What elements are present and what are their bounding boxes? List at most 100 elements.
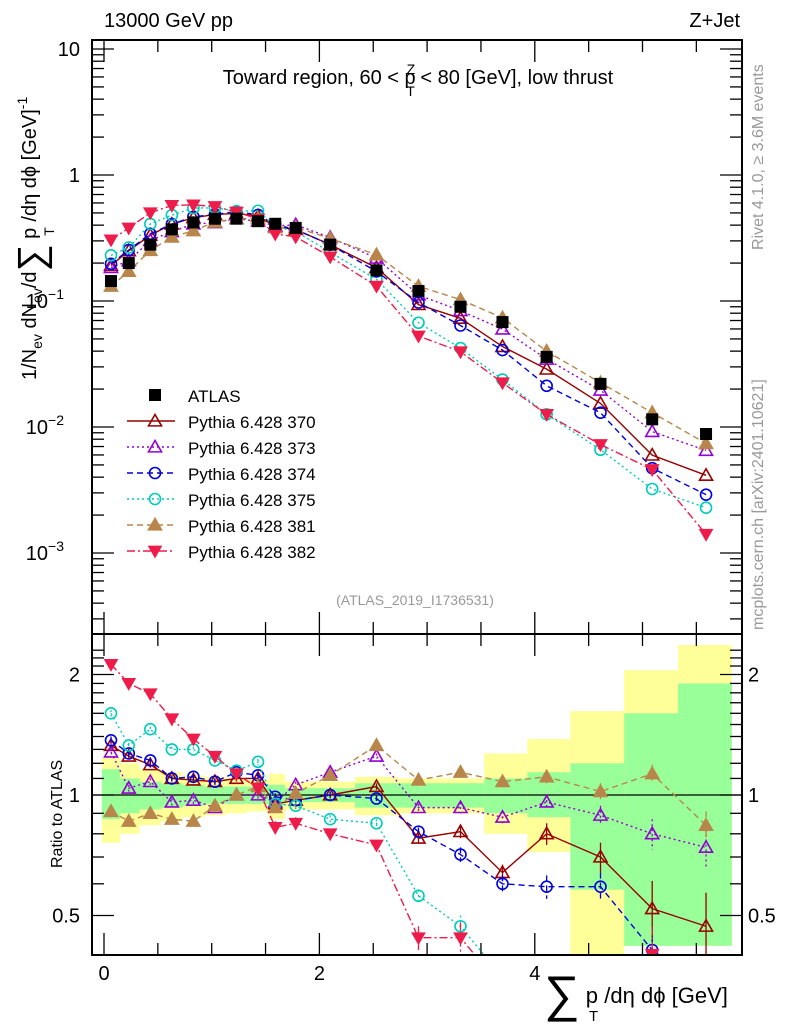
ratio-point bbox=[452, 764, 469, 778]
band-inner-bin bbox=[570, 763, 625, 890]
ratio-point bbox=[322, 767, 339, 781]
data-point bbox=[699, 501, 713, 515]
ratio-point bbox=[323, 812, 337, 826]
ratio-point bbox=[207, 750, 223, 764]
x-tick-label: 0 bbox=[98, 963, 109, 985]
data-point bbox=[592, 395, 609, 410]
legend-entry: Pythia 6.428 382 bbox=[127, 543, 316, 562]
data-point bbox=[644, 423, 661, 438]
ratio-point bbox=[494, 773, 511, 788]
ratio-point bbox=[208, 775, 222, 788]
ratio-point bbox=[452, 799, 469, 814]
ylabel-part: /d bbox=[19, 271, 41, 288]
legend-label: Pythia 6.428 382 bbox=[188, 543, 316, 562]
y-tick-label: 1 bbox=[69, 165, 80, 187]
data-point bbox=[452, 310, 469, 324]
data-point bbox=[645, 482, 659, 496]
ratio-point bbox=[287, 785, 304, 799]
ratio-point bbox=[120, 748, 137, 762]
plot-title: Toward region, 60 < pZ T < 80 [GeV], low … bbox=[223, 61, 614, 99]
legend-label: Pythia 6.428 370 bbox=[188, 413, 316, 432]
ratio-point bbox=[289, 799, 303, 813]
ratio-point bbox=[538, 768, 555, 783]
data-point bbox=[368, 246, 385, 261]
ratio-point bbox=[103, 803, 119, 818]
ratio-point bbox=[103, 658, 119, 672]
ratio-point bbox=[647, 1011, 658, 1022]
ratio-point bbox=[164, 713, 180, 727]
legend-label: Pythia 6.428 375 bbox=[188, 491, 316, 510]
ratio-point bbox=[370, 792, 383, 805]
atlas-data-layer bbox=[105, 212, 713, 440]
y-axis-label-main: 1/Nev dNev/d∑ pT /dη dϕ [GeV]-1 bbox=[11, 97, 57, 380]
series-line bbox=[110, 204, 707, 535]
header-left: 13000 GeV pp bbox=[104, 10, 233, 32]
legend-marker bbox=[148, 492, 162, 506]
legend-label: Pythia 6.428 374 bbox=[188, 465, 316, 484]
ratio-point bbox=[163, 793, 180, 808]
ratio-point bbox=[185, 771, 202, 786]
ratio-point bbox=[267, 822, 283, 835]
atlas-data-point bbox=[144, 238, 157, 251]
ratio-point bbox=[454, 919, 467, 933]
header-right: Z+Jet bbox=[689, 10, 740, 32]
atlas-data-point bbox=[165, 223, 178, 236]
atlas-data-point bbox=[269, 217, 282, 230]
ylabel-part: /dη dϕ [GeV] bbox=[19, 109, 41, 227]
data-point bbox=[412, 296, 425, 309]
legend-entry: Pythia 6.428 381 bbox=[127, 516, 316, 536]
ratio-point bbox=[453, 932, 468, 946]
atlas-data-point bbox=[646, 413, 659, 426]
data-point bbox=[644, 447, 661, 461]
data-point bbox=[103, 257, 119, 272]
ratio-point bbox=[592, 783, 609, 798]
ylabel-sigma: ∑ bbox=[11, 244, 53, 271]
ratio-point bbox=[538, 825, 555, 840]
ratio-point bbox=[142, 688, 158, 702]
xlabel-sub: T bbox=[589, 1008, 598, 1024]
mcplots-label: mcplots.cern.ch [arXiv:2401.10621] bbox=[750, 379, 767, 630]
ratio-point bbox=[250, 782, 266, 796]
data-point bbox=[369, 280, 384, 294]
series-line bbox=[110, 212, 707, 476]
data-point bbox=[494, 320, 511, 335]
data-point bbox=[454, 319, 467, 332]
ratio-point bbox=[228, 786, 245, 801]
data-point bbox=[267, 228, 283, 242]
ratio-point bbox=[412, 889, 425, 903]
ratio-point bbox=[496, 877, 509, 891]
legend-marker bbox=[147, 545, 163, 559]
x-tick-label: 2 bbox=[314, 963, 325, 985]
ylabel-sub: T bbox=[41, 227, 57, 236]
ratio-series-group bbox=[103, 658, 714, 1022]
ylabel-part: 1/N bbox=[19, 349, 41, 380]
atlas-data-point bbox=[289, 221, 302, 234]
y-tick-label: 10−2 bbox=[26, 412, 64, 439]
atlas-data-point bbox=[454, 300, 467, 313]
ratio-point bbox=[368, 778, 385, 793]
y-axis-label-ratio: Ratio to ATLAS bbox=[49, 760, 66, 868]
ratio-point bbox=[698, 918, 714, 932]
ratio-point bbox=[144, 754, 157, 767]
data-point bbox=[538, 361, 555, 375]
ratio-point bbox=[144, 722, 157, 736]
data-point bbox=[103, 234, 119, 248]
data-point bbox=[322, 251, 338, 265]
y-tick-exponent: −2 bbox=[48, 412, 64, 428]
ratio-point bbox=[497, 972, 508, 983]
rivet-label: Rivet 4.1.0, ≥ 3.6M events bbox=[750, 64, 767, 250]
data-point bbox=[164, 200, 180, 213]
ratio-point bbox=[142, 805, 159, 819]
analysis-watermark: (ATLAS_2019_I1736531) bbox=[336, 592, 494, 608]
ratio-point bbox=[250, 786, 266, 801]
legend-marker bbox=[147, 412, 163, 427]
data-point bbox=[104, 249, 118, 262]
xlabel-part: /dη dϕ [GeV] bbox=[598, 983, 728, 1008]
y-tick-exponent: −3 bbox=[48, 538, 64, 554]
data-point bbox=[453, 346, 468, 360]
legend-label: ATLAS bbox=[188, 387, 241, 406]
atlas-data-point bbox=[594, 377, 607, 390]
atlas-data-point bbox=[496, 316, 509, 329]
legend-entry: Pythia 6.428 374 bbox=[127, 465, 316, 484]
legend: ATLAS Pythia 6.428 370 Pythia 6.428 373 Pyt… bbox=[127, 387, 316, 562]
